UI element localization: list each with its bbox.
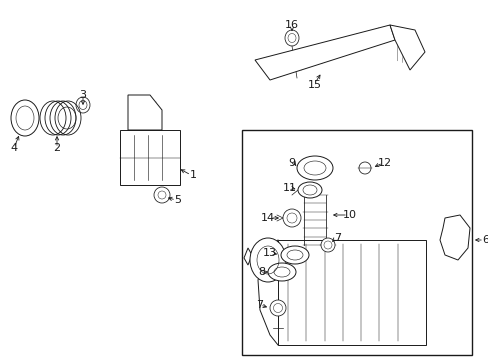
Text: 7: 7 xyxy=(334,233,341,243)
Text: 14: 14 xyxy=(261,213,274,223)
Bar xyxy=(242,130,471,355)
Text: 5: 5 xyxy=(174,195,181,205)
Polygon shape xyxy=(389,25,424,70)
Text: 9: 9 xyxy=(288,158,295,168)
Text: 16: 16 xyxy=(285,20,298,30)
Bar xyxy=(278,240,425,345)
Ellipse shape xyxy=(267,263,295,281)
Text: 11: 11 xyxy=(283,183,296,193)
Polygon shape xyxy=(439,215,469,260)
Text: 13: 13 xyxy=(263,248,276,258)
Text: 10: 10 xyxy=(342,210,356,220)
Polygon shape xyxy=(244,248,251,265)
Ellipse shape xyxy=(283,209,301,227)
Ellipse shape xyxy=(281,246,308,264)
Ellipse shape xyxy=(320,238,334,252)
Ellipse shape xyxy=(296,156,332,180)
Polygon shape xyxy=(254,25,394,80)
Text: 12: 12 xyxy=(377,158,391,168)
Text: 1: 1 xyxy=(189,170,196,180)
Ellipse shape xyxy=(249,238,285,282)
Text: 2: 2 xyxy=(53,143,61,153)
Ellipse shape xyxy=(297,182,321,198)
Text: 8: 8 xyxy=(258,267,265,277)
Bar xyxy=(120,130,180,185)
Text: 6: 6 xyxy=(482,235,488,245)
Text: 15: 15 xyxy=(307,80,321,90)
Polygon shape xyxy=(128,95,162,130)
Ellipse shape xyxy=(269,300,285,316)
Text: 7: 7 xyxy=(256,300,263,310)
Text: 3: 3 xyxy=(80,90,86,100)
Text: 4: 4 xyxy=(10,143,18,153)
